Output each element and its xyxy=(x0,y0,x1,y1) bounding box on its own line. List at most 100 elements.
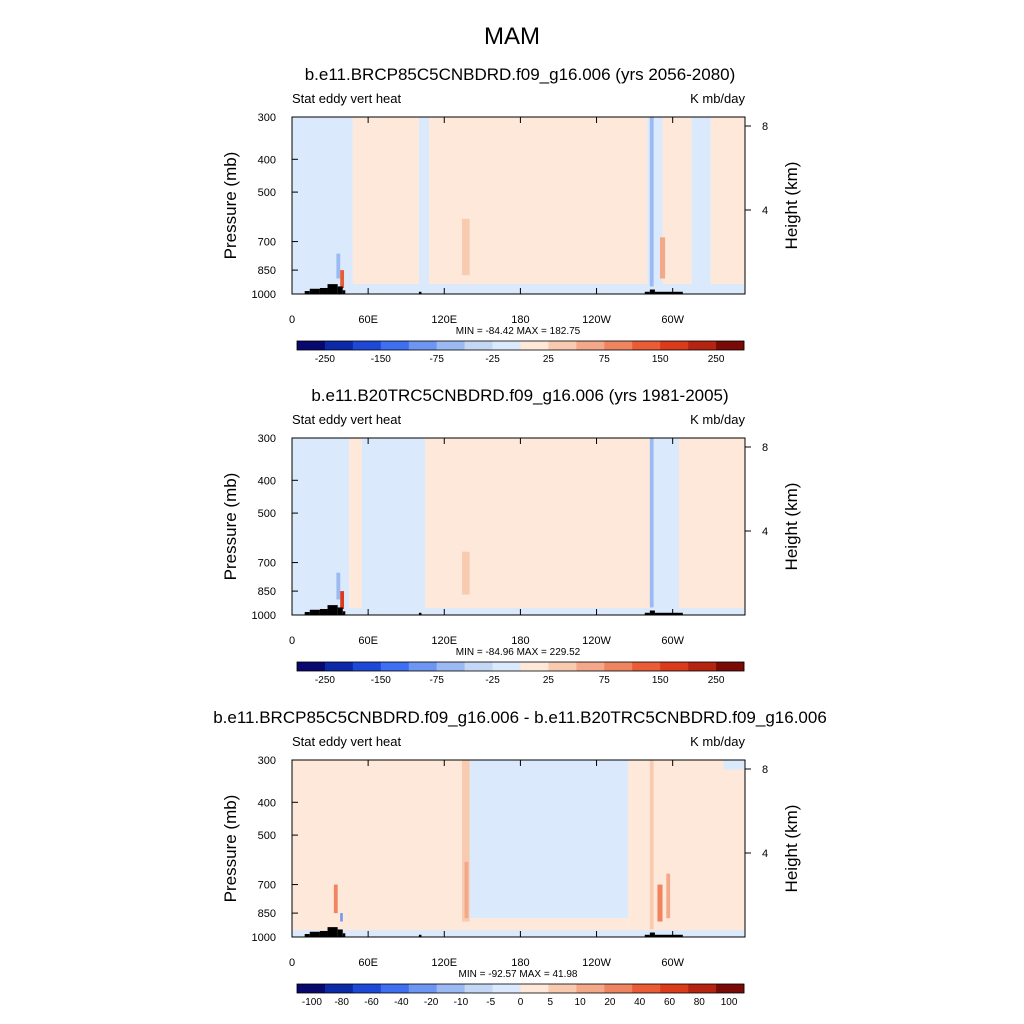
topography-mask xyxy=(649,932,655,937)
colorbar-swatch xyxy=(520,662,549,671)
colorbar-swatch xyxy=(604,341,633,350)
x-tick-label: 60E xyxy=(358,635,378,647)
panel-left-label: Stat eddy vert heat xyxy=(292,91,402,106)
y-axis-label-right: Height (km) xyxy=(782,483,801,571)
colorbar-swatch xyxy=(297,341,326,350)
topography-mask xyxy=(418,612,422,615)
panel-units-label: K mb/day xyxy=(690,412,745,427)
x-tick-label: 0 xyxy=(289,635,295,647)
colorbar-label: 75 xyxy=(599,675,611,686)
colorbar-swatch xyxy=(632,984,661,993)
x-tick-label: 120W xyxy=(582,957,611,969)
contour-field xyxy=(292,760,745,937)
colorbar-swatch xyxy=(324,984,354,993)
panel-title: b.e11.B20TRC5CNBDRD.f09_g16.006 (yrs 198… xyxy=(311,386,728,405)
contour-region xyxy=(723,760,745,770)
topography-mask xyxy=(649,610,655,615)
colorbar-swatch xyxy=(660,984,689,993)
colorbar-swatch xyxy=(352,341,382,350)
colorbar-swatch xyxy=(688,662,717,671)
colorbar-swatch xyxy=(408,341,437,350)
height-tick-label: 8 xyxy=(762,442,768,454)
plot-frame xyxy=(291,116,746,295)
topography-mask xyxy=(309,931,320,937)
panel-units-label: K mb/day xyxy=(690,91,745,106)
topography-mask xyxy=(649,289,655,294)
x-tick-label: 120W xyxy=(582,314,611,326)
contour-region xyxy=(649,760,654,930)
colorbar-label: 75 xyxy=(599,354,611,365)
colorbar-label: 150 xyxy=(652,354,669,365)
colorbar-swatch xyxy=(464,984,493,993)
topography-mask xyxy=(337,607,343,615)
x-tick-label: 60E xyxy=(358,314,378,326)
colorbar-swatch xyxy=(576,662,605,671)
panel-title: b.e11.BRCP85C5CNBDRD.f09_g16.006 - b.e11… xyxy=(213,708,827,727)
colorbar-label: -25 xyxy=(485,675,500,686)
y-tick-label: 1000 xyxy=(252,610,276,622)
colorbar-label: -75 xyxy=(429,675,444,686)
contour-region xyxy=(340,913,343,922)
x-tick-label: 0 xyxy=(289,314,295,326)
colorbar-swatch xyxy=(464,662,493,671)
contour-region xyxy=(462,218,470,276)
topography-mask xyxy=(654,934,683,937)
height-tick-label: 4 xyxy=(762,526,768,538)
colorbar-frame xyxy=(296,661,745,672)
colorbar-swatch xyxy=(492,662,521,671)
topography-mask xyxy=(418,934,422,937)
topography-mask xyxy=(304,291,310,294)
colorbar-label: 40 xyxy=(634,997,646,1008)
x-tick-label: 180 xyxy=(511,957,529,969)
colorbar-label: -5 xyxy=(486,997,495,1008)
contour-region xyxy=(336,572,341,600)
topography-mask xyxy=(342,290,346,294)
colorbar-label: 250 xyxy=(708,675,725,686)
y-axis-label: Pressure (mb) xyxy=(221,473,240,581)
topography-mask xyxy=(644,291,650,294)
height-tick-label: 8 xyxy=(762,121,768,133)
topography-mask xyxy=(337,929,343,937)
colorbar-swatch xyxy=(660,662,689,671)
topography-mask xyxy=(319,930,328,937)
colorbar-label: -80 xyxy=(334,997,349,1008)
contour-region xyxy=(340,591,345,609)
y-tick-label: 850 xyxy=(258,265,276,277)
x-tick-label: 60W xyxy=(661,314,684,326)
colorbar-swatch xyxy=(632,341,661,350)
colorbar-swatch xyxy=(576,984,605,993)
colorbar-swatch xyxy=(380,662,410,671)
panel-1: b.e11.BRCP85C5CNBDRD.f09_g16.006 (yrs 20… xyxy=(221,65,801,365)
contour-region xyxy=(418,117,430,292)
height-tick-label: 8 xyxy=(762,764,768,776)
colorbar-label: -75 xyxy=(429,354,444,365)
colorbar-swatch xyxy=(297,662,326,671)
colorbar-label: 0 xyxy=(518,997,524,1008)
y-tick-label: 500 xyxy=(258,830,276,842)
contour-region xyxy=(464,861,469,919)
panel-2: b.e11.B20TRC5CNBDRD.f09_g16.006 (yrs 198… xyxy=(221,386,801,686)
colorbar-label: -10 xyxy=(454,997,469,1008)
colorbar-swatch xyxy=(688,984,717,993)
plot-frame xyxy=(291,437,746,616)
topography-mask xyxy=(304,612,310,615)
x-tick-label: 120E xyxy=(431,314,457,326)
colorbar-swatch xyxy=(520,341,549,350)
colorbar-swatch xyxy=(464,341,493,350)
plot-frame xyxy=(291,759,746,938)
contour-region xyxy=(292,930,745,937)
panel-3: b.e11.BRCP85C5CNBDRD.f09_g16.006 - b.e11… xyxy=(213,708,827,1008)
y-axis-label-right: Height (km) xyxy=(782,805,801,893)
y-tick-label: 400 xyxy=(258,797,276,809)
colorbar-label: -150 xyxy=(371,675,391,686)
min-max-stats: MIN = -84.42 MAX = 182.75 xyxy=(456,326,581,337)
y-tick-label: 700 xyxy=(258,880,276,892)
y-tick-label: 300 xyxy=(258,755,276,767)
colorbar-swatch xyxy=(492,341,521,350)
x-tick-label: 120W xyxy=(582,635,611,647)
colorbar-swatch xyxy=(408,984,437,993)
contour-region xyxy=(691,117,711,292)
colorbar-swatch xyxy=(352,662,382,671)
contour-region xyxy=(292,760,470,935)
contour-region xyxy=(340,270,345,288)
